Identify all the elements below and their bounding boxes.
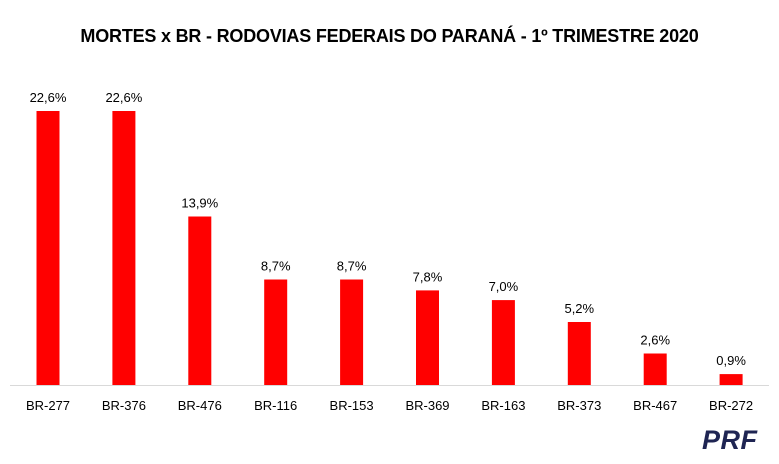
bar-br-467 bbox=[643, 353, 667, 385]
data-label: 22,6% bbox=[30, 90, 67, 105]
bar-br-272 bbox=[719, 374, 743, 385]
x-tick-label: BR-467 bbox=[633, 398, 677, 413]
data-label: 2,6% bbox=[640, 333, 670, 348]
bar-br-476 bbox=[188, 216, 212, 385]
data-label: 0,9% bbox=[716, 353, 746, 368]
x-tick-label: BR-153 bbox=[330, 398, 374, 413]
prf-logo: PRF bbox=[702, 425, 758, 455]
bar-br-163 bbox=[491, 300, 515, 385]
data-label: 7,0% bbox=[489, 279, 519, 294]
data-label: 8,7% bbox=[337, 259, 367, 274]
x-tick-label: BR-373 bbox=[557, 398, 601, 413]
bar-br-153 bbox=[340, 279, 364, 385]
bar-br-369 bbox=[416, 290, 439, 385]
data-label: 7,8% bbox=[413, 269, 443, 284]
data-label: 13,9% bbox=[181, 196, 218, 211]
x-tick-label: BR-116 bbox=[254, 398, 297, 413]
x-tick-label: BR-376 bbox=[102, 398, 146, 413]
data-label: 8,7% bbox=[261, 259, 291, 274]
x-tick-label: BR-163 bbox=[481, 398, 525, 413]
chart-title: MORTES x BR - RODOVIAS FEDERAIS DO PARAN… bbox=[80, 26, 699, 46]
x-tick-label: BR-476 bbox=[178, 398, 222, 413]
bar-br-116 bbox=[264, 279, 288, 385]
data-label: 22,6% bbox=[105, 90, 142, 105]
data-label: 5,2% bbox=[564, 301, 594, 316]
bar-br-277 bbox=[36, 111, 60, 385]
x-tick-label: BR-277 bbox=[26, 398, 70, 413]
bar-br-373 bbox=[567, 322, 591, 385]
bar-br-376 bbox=[112, 111, 136, 385]
x-tick-label: BR-272 bbox=[709, 398, 753, 413]
x-tick-label: BR-369 bbox=[405, 398, 449, 413]
